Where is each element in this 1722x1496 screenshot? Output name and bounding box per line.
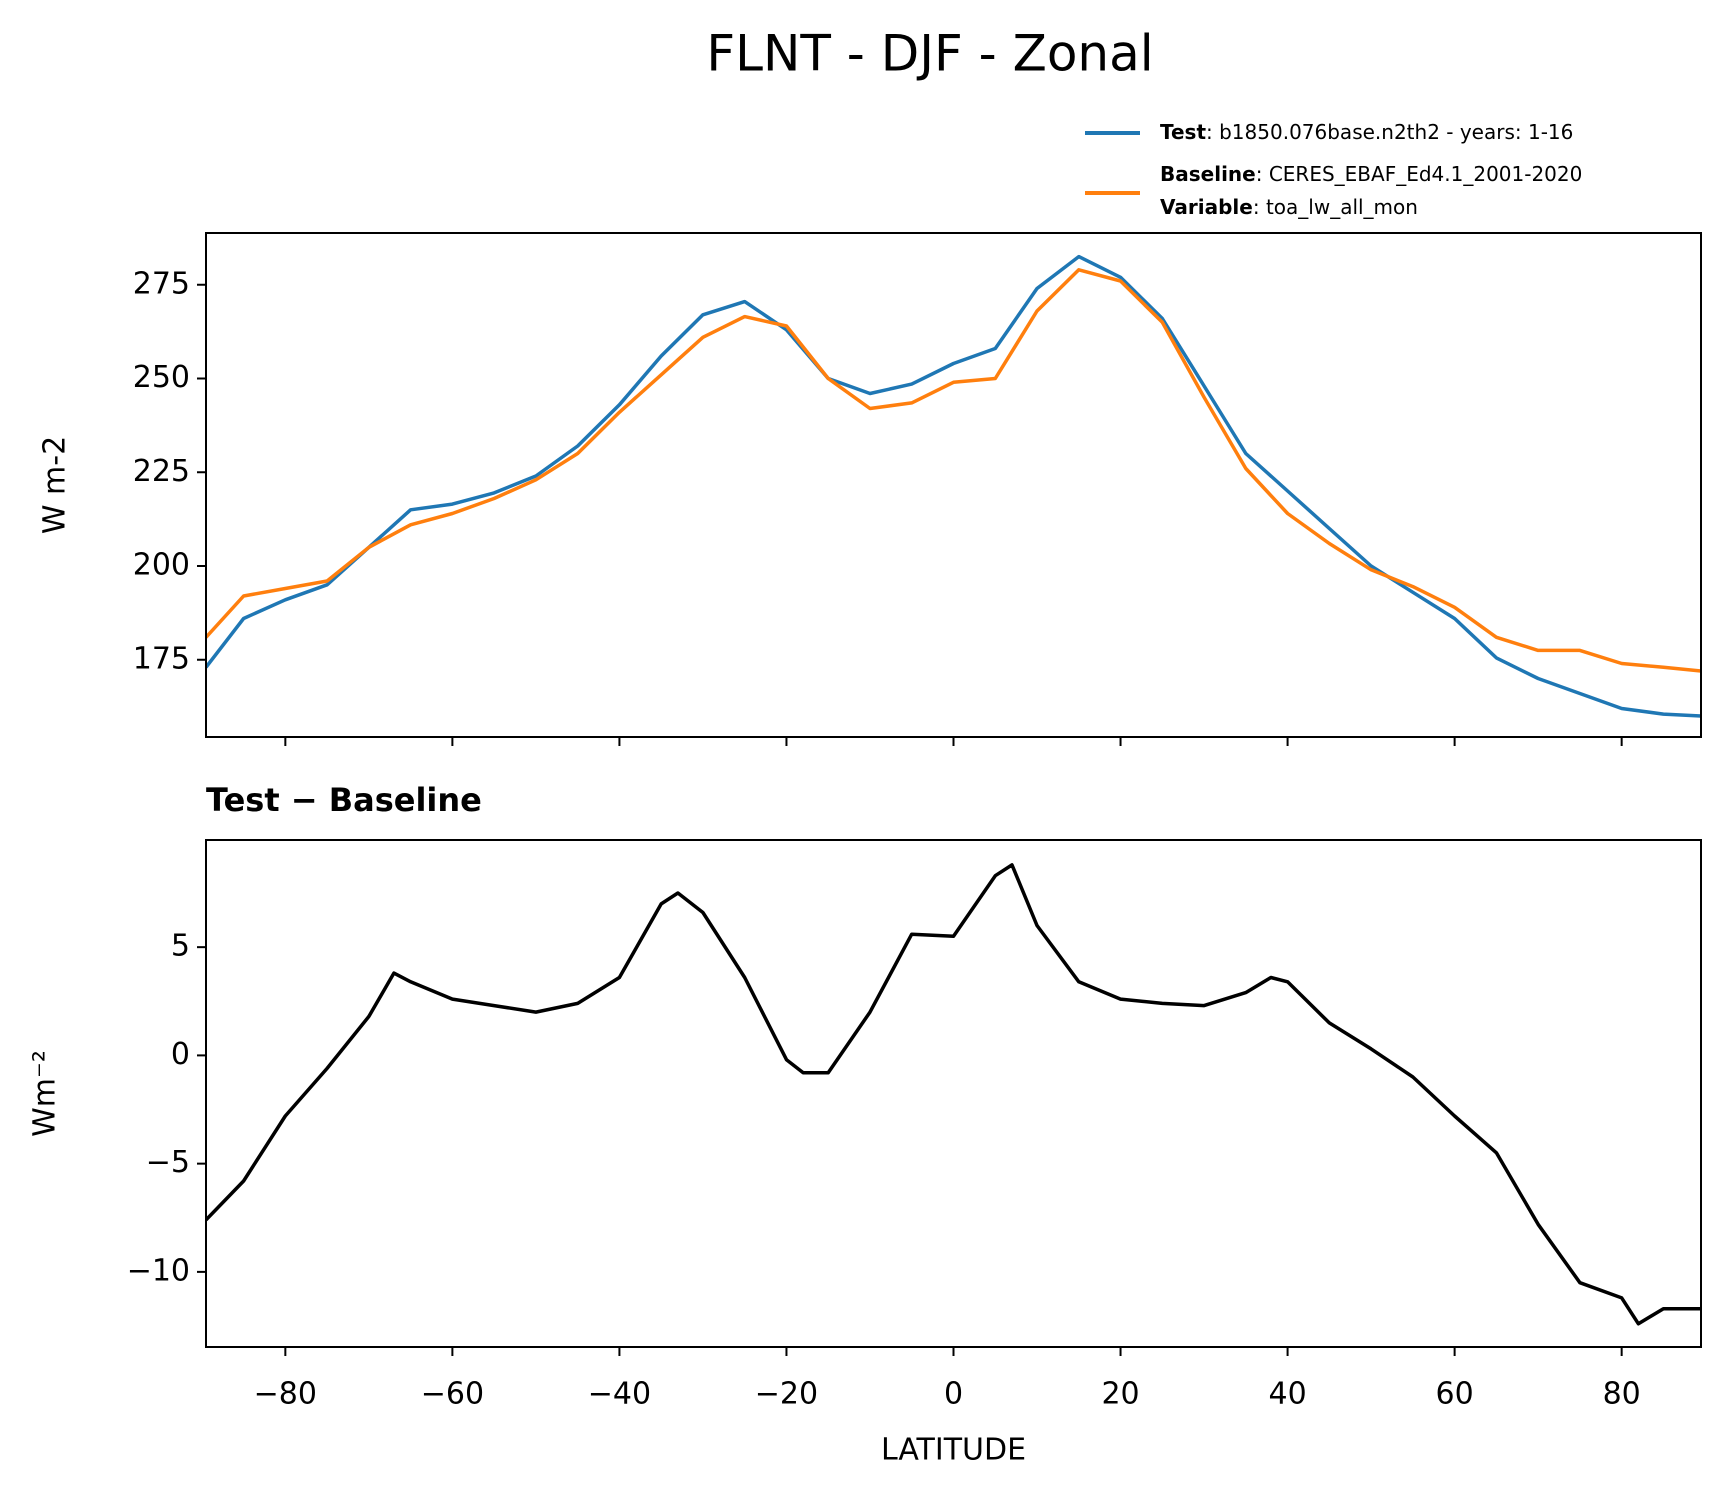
x-tick-label: 40 [1268, 1377, 1306, 1412]
legend-name: Baseline [1160, 162, 1256, 186]
y-tick-label: 0 [171, 1037, 190, 1072]
x-axis-label: LATITUDE [881, 1433, 1026, 1468]
y-axis-label: W m-2 [38, 436, 73, 534]
y-tick-label: −10 [127, 1253, 190, 1288]
data-line [206, 254, 1701, 718]
y-tick-label: 175 [133, 641, 190, 676]
y-tick-label: 5 [171, 929, 190, 964]
x-tick-label: 80 [1603, 1377, 1641, 1412]
data-line [206, 268, 1701, 673]
legend-entry: Test: b1850.076base.n2th2 - years: 1-16 [1160, 120, 1573, 144]
x-tick-label: 20 [1101, 1377, 1139, 1412]
legend-name: Test [1160, 120, 1206, 144]
axes-frame [205, 232, 1702, 738]
figure-title: FLNT - DJF - Zonal [706, 25, 1153, 83]
x-tick-label: −80 [254, 1377, 317, 1412]
y-axis-label: Wm⁻² [28, 1050, 63, 1137]
x-tick-label: −60 [421, 1377, 484, 1412]
legend-name: Variable [1160, 195, 1253, 219]
x-tick-label: 60 [1436, 1377, 1474, 1412]
legend-label: : CERES_EBAF_Ed4.1_2001-2020 [1256, 162, 1583, 186]
y-tick-label: 275 [133, 266, 190, 301]
x-tick-label: −40 [588, 1377, 651, 1412]
data-line [206, 863, 1701, 1326]
legend-label: : toa_lw_all_mon [1253, 195, 1418, 219]
y-tick-label: 225 [133, 454, 190, 489]
axes-frame [205, 839, 1702, 1348]
legend-entry: Baseline: CERES_EBAF_Ed4.1_2001-2020 [1160, 162, 1582, 186]
subplot-title: Test − Baseline [206, 781, 482, 819]
x-tick-label: −20 [755, 1377, 818, 1412]
legend-label: : b1850.076base.n2th2 - years: 1-16 [1206, 120, 1573, 144]
y-tick-label: −5 [146, 1145, 190, 1180]
x-tick-label: 0 [944, 1377, 963, 1412]
legend-entry: Variable: toa_lw_all_mon [1160, 195, 1418, 219]
y-tick-label: 250 [133, 360, 190, 395]
y-tick-label: 200 [133, 548, 190, 583]
